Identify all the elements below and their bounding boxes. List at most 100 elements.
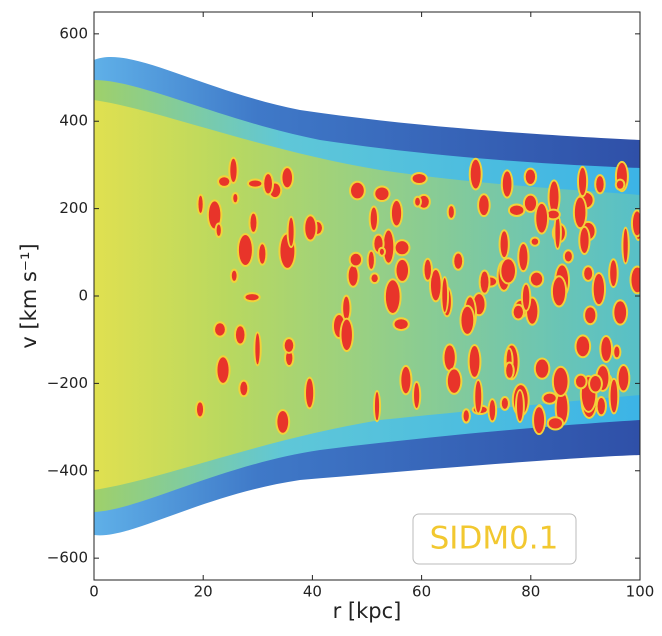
subhalo-core	[375, 187, 389, 201]
subhalo-core	[217, 357, 229, 383]
subhalo-core	[394, 319, 408, 330]
subhalo-core	[574, 197, 586, 228]
annotation-box	[412, 513, 577, 565]
subhalo-core	[259, 244, 266, 264]
subhalo-core	[614, 301, 627, 324]
subhalo-core	[524, 195, 537, 211]
subhalo-core	[231, 270, 237, 281]
subhalo-core	[444, 345, 455, 370]
subhalo-core	[379, 248, 384, 255]
subhalo-core	[277, 410, 289, 433]
x-tick-label: 40	[303, 583, 322, 601]
subhalo-core	[530, 272, 543, 286]
subhalo-core	[396, 259, 409, 281]
subhalo-core	[284, 339, 294, 352]
subhalo-core	[502, 171, 512, 197]
subhalo-core	[552, 277, 566, 306]
subhalo-core	[585, 307, 596, 324]
subhalo-core	[306, 378, 314, 408]
subhalo-core	[216, 224, 221, 237]
subhalo-core	[430, 269, 441, 301]
subhalo-core	[470, 159, 481, 189]
x-tick-label: 80	[521, 583, 540, 601]
subhalo-core	[395, 241, 409, 255]
subhalo-core	[415, 197, 420, 206]
subhalo-core	[623, 228, 628, 263]
subhalo-core	[610, 379, 618, 413]
subhalo-core	[509, 205, 524, 215]
y-tick-label: 0	[78, 287, 88, 305]
subhalo-core	[350, 253, 362, 266]
subhalo-core	[245, 294, 259, 301]
subhalo-core	[461, 306, 474, 334]
subhalo-core	[535, 359, 549, 378]
subhalo-core	[506, 363, 513, 378]
subhalo-core	[580, 227, 589, 253]
subhalo-core	[198, 195, 203, 213]
subhalo-core	[414, 382, 420, 408]
y-tick-label: −200	[47, 374, 88, 392]
subhalo-core	[215, 323, 225, 336]
subhalo-core	[463, 410, 469, 422]
subhalo-core	[196, 402, 204, 417]
subhalo-core	[548, 418, 562, 429]
subhalo-core	[601, 336, 612, 362]
subhalo-core	[576, 336, 590, 357]
subhalo-core	[593, 273, 605, 305]
subhalo-core	[547, 210, 559, 219]
subhalo-core	[368, 251, 374, 269]
subhalo-core	[448, 206, 454, 218]
subhalo-core	[531, 238, 539, 245]
subhalo-core	[469, 345, 480, 377]
subhalo-core	[516, 391, 523, 422]
subhalo-core	[235, 326, 245, 344]
y-tick-label: −600	[47, 549, 88, 567]
subhalo-core	[351, 182, 364, 199]
subhalo-core	[371, 274, 378, 283]
subhalo-core	[584, 267, 593, 280]
subhalo-core	[525, 169, 536, 184]
subhalo-core	[631, 267, 640, 293]
x-tick-label: 100	[626, 583, 655, 601]
subhalo-core	[208, 201, 221, 229]
subhalo-core	[238, 235, 252, 265]
subhalo-core	[383, 230, 394, 263]
x-tick-label: 60	[412, 583, 431, 601]
subhalo-core	[534, 407, 545, 434]
subhalo-core	[442, 278, 448, 312]
subhalo-core	[556, 392, 568, 424]
y-tick-label: 600	[59, 24, 88, 42]
subhalo-core	[255, 333, 260, 365]
subhalo-core	[578, 167, 587, 196]
subhalo-core	[610, 260, 617, 287]
subhalo-core	[500, 231, 508, 258]
subhalo-core	[230, 158, 237, 183]
subhalo-core	[479, 195, 489, 216]
subhalo-core	[618, 365, 629, 391]
subhalo-core	[447, 369, 461, 393]
subhalo-core	[240, 381, 248, 396]
subhalo-core	[475, 380, 482, 413]
subhalo-core	[250, 213, 257, 232]
subhalo-core	[536, 203, 548, 233]
subhalo-core	[590, 376, 601, 392]
subhalo-core	[233, 193, 238, 203]
subhalo-core	[219, 177, 230, 186]
subhalo-core	[555, 216, 560, 248]
y-axis-label: v [km s⁻¹]	[17, 243, 41, 348]
subhalo-core	[282, 168, 293, 188]
subhalo-core	[501, 398, 508, 409]
subhalo-core	[614, 346, 620, 358]
subhalo-core	[519, 243, 528, 271]
x-axis-label: r [kpc]	[333, 599, 402, 623]
subhalo-core	[454, 253, 463, 269]
subhalo-core	[391, 200, 402, 226]
subhalo-core	[596, 176, 604, 193]
subhalo-core	[522, 284, 530, 310]
subhalo-core	[549, 181, 559, 214]
subhalo-core	[374, 391, 380, 421]
subhalo-core	[553, 367, 568, 396]
subhalo-core	[286, 350, 293, 366]
subhalo-core	[480, 271, 489, 293]
